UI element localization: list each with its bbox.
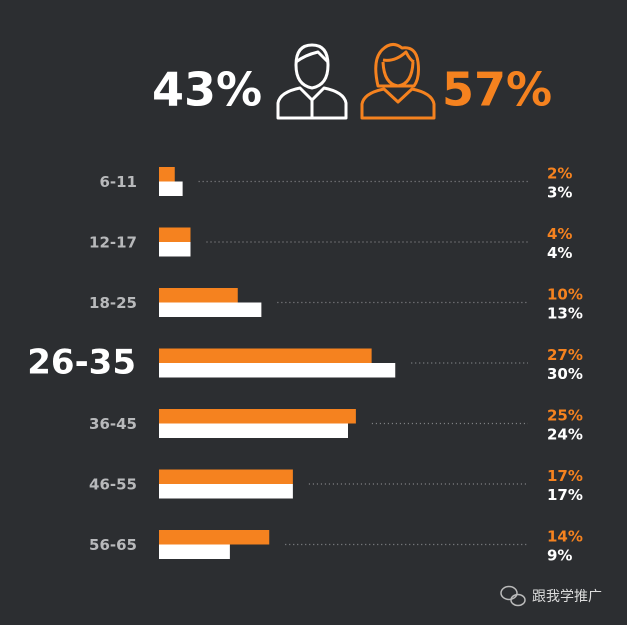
wechat-icon — [500, 585, 518, 601]
bar — [159, 469, 293, 484]
category-label: 18-25 — [89, 294, 137, 312]
bar — [159, 167, 175, 182]
female-share: 57% — [442, 63, 552, 117]
category-label: 6-11 — [99, 173, 137, 191]
value-label: 4% — [547, 244, 572, 262]
value-label: 13% — [547, 305, 583, 323]
bar — [159, 544, 230, 559]
value-label: 30% — [547, 365, 583, 383]
male-share: 43% — [152, 63, 262, 117]
value-label: 9% — [547, 547, 572, 565]
category-label: 12-17 — [89, 234, 137, 252]
watermark: 跟我学推广 — [500, 585, 602, 607]
category-label: 56-65 — [89, 536, 137, 554]
bar — [159, 288, 238, 303]
bar — [159, 302, 262, 317]
bar — [159, 530, 270, 545]
value-label: 27% — [547, 346, 583, 364]
watermark-text: 跟我学推广 — [532, 589, 602, 605]
bar — [159, 409, 356, 424]
value-label: 25% — [547, 407, 583, 425]
category-label: 26-35 — [27, 343, 136, 383]
value-label: 4% — [547, 225, 572, 243]
male-icon — [276, 43, 348, 120]
bar — [159, 423, 348, 438]
wechat-icon — [510, 593, 526, 607]
bar — [159, 227, 191, 242]
value-label: 17% — [547, 467, 583, 485]
value-label: 10% — [547, 286, 583, 304]
value-label: 17% — [547, 486, 583, 504]
value-label: 14% — [547, 528, 583, 546]
female-icon — [360, 43, 436, 120]
category-label: 36-45 — [89, 415, 137, 433]
value-label: 3% — [547, 184, 572, 202]
bar — [159, 363, 396, 378]
value-label: 24% — [547, 426, 583, 444]
value-label: 2% — [547, 165, 572, 183]
bar — [159, 242, 191, 257]
bar — [159, 484, 293, 499]
bar — [159, 348, 372, 363]
bar — [159, 181, 183, 196]
category-label: 46-55 — [89, 476, 137, 494]
